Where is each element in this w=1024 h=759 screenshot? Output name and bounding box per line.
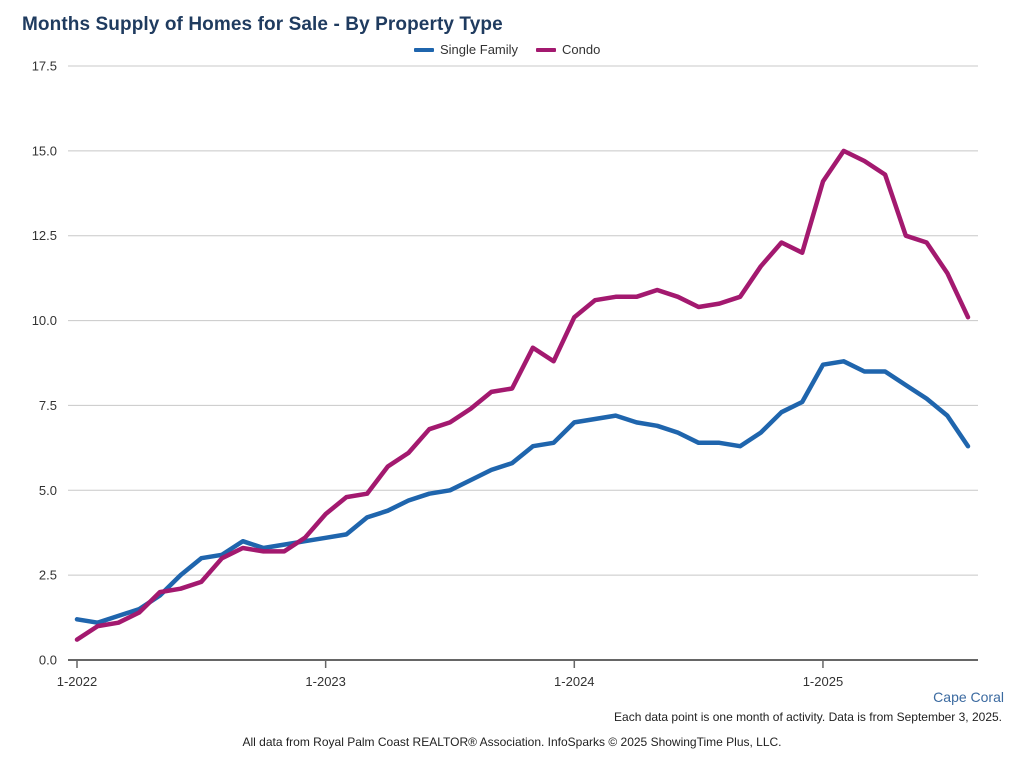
region-label[interactable]: Cape Coral <box>933 689 1004 705</box>
data-note: Each data point is one month of activity… <box>614 710 1002 724</box>
source-credit: All data from Royal Palm Coast REALTOR® … <box>242 735 782 749</box>
x-tick-label: 1-2025 <box>803 674 843 689</box>
y-tick-label: 17.5 <box>32 59 57 74</box>
y-tick-label: 7.5 <box>39 398 57 413</box>
y-tick-label: 2.5 <box>39 568 57 583</box>
legend: Single Family Condo <box>414 42 600 57</box>
y-tick-label: 15.0 <box>32 143 57 158</box>
y-tick-label: 5.0 <box>39 483 57 498</box>
x-tick-label: 1-2022 <box>57 674 97 689</box>
series-line-single-family <box>74 359 971 625</box>
y-tick-label: 10.0 <box>32 313 57 328</box>
legend-swatch-condo <box>536 47 557 52</box>
x-tick-label: 1-2023 <box>305 674 345 689</box>
legend-swatch-single-family <box>414 47 434 52</box>
legend-item-single-family[interactable]: Single Family <box>414 42 518 57</box>
series-line-condo <box>74 148 971 642</box>
x-tick-label: 1-2024 <box>554 674 594 689</box>
legend-label-condo: Condo <box>562 42 601 57</box>
legend-item-condo[interactable]: Condo <box>536 42 600 57</box>
y-tick-label: 12.5 <box>32 228 57 243</box>
line-chart: 0.0 2.5 5.0 7.5 10.0 12.5 15.0 17.5 1-2022 1-2023… <box>32 59 978 689</box>
chart-title: Months Supply of Homes for Sale - By Pro… <box>22 14 503 35</box>
legend-label-single-family: Single Family <box>440 42 519 57</box>
y-tick-label: 0.0 <box>39 653 57 668</box>
